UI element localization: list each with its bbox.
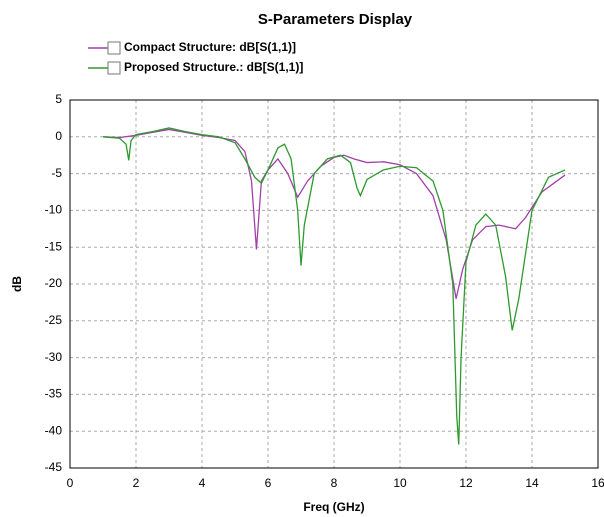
y-tick-label: -20 <box>45 276 63 290</box>
y-tick-label: -15 <box>45 239 63 253</box>
y-tick-label: -25 <box>45 313 63 327</box>
y-tick-label: -10 <box>45 203 63 217</box>
series-line <box>102 127 566 445</box>
y-tick-label: -35 <box>45 387 63 401</box>
y-tick-label: 5 <box>55 92 62 106</box>
x-tick-label: 8 <box>331 476 338 490</box>
x-tick-label: 0 <box>67 476 74 490</box>
x-tick-label: 16 <box>591 476 604 490</box>
y-tick-label: 0 <box>55 129 62 143</box>
x-tick-label: 14 <box>525 476 539 490</box>
legend-checkbox <box>107 41 121 55</box>
legend-checkbox <box>107 61 121 75</box>
x-tick-label: 4 <box>199 476 206 490</box>
legend-label: Proposed Structure.: dB[S(1,1)] <box>124 60 303 74</box>
legend-label: Compact Structure: dB[S(1,1)] <box>124 40 296 54</box>
chart-title: S-Parameters Display <box>258 11 413 28</box>
y-tick-label: -30 <box>45 350 63 364</box>
plot-border <box>69 99 599 469</box>
x-axis-label: Freq (GHz) <box>303 500 364 514</box>
x-tick-label: 6 <box>265 476 272 490</box>
x-tick-label: 2 <box>133 476 140 490</box>
x-tick-label: 10 <box>393 476 407 490</box>
y-tick-label: -5 <box>51 166 62 180</box>
y-tick-label: -45 <box>45 460 63 474</box>
x-tick-label: 12 <box>459 476 473 490</box>
y-tick-label: -40 <box>45 423 63 437</box>
y-axis-label: dB <box>10 276 24 292</box>
